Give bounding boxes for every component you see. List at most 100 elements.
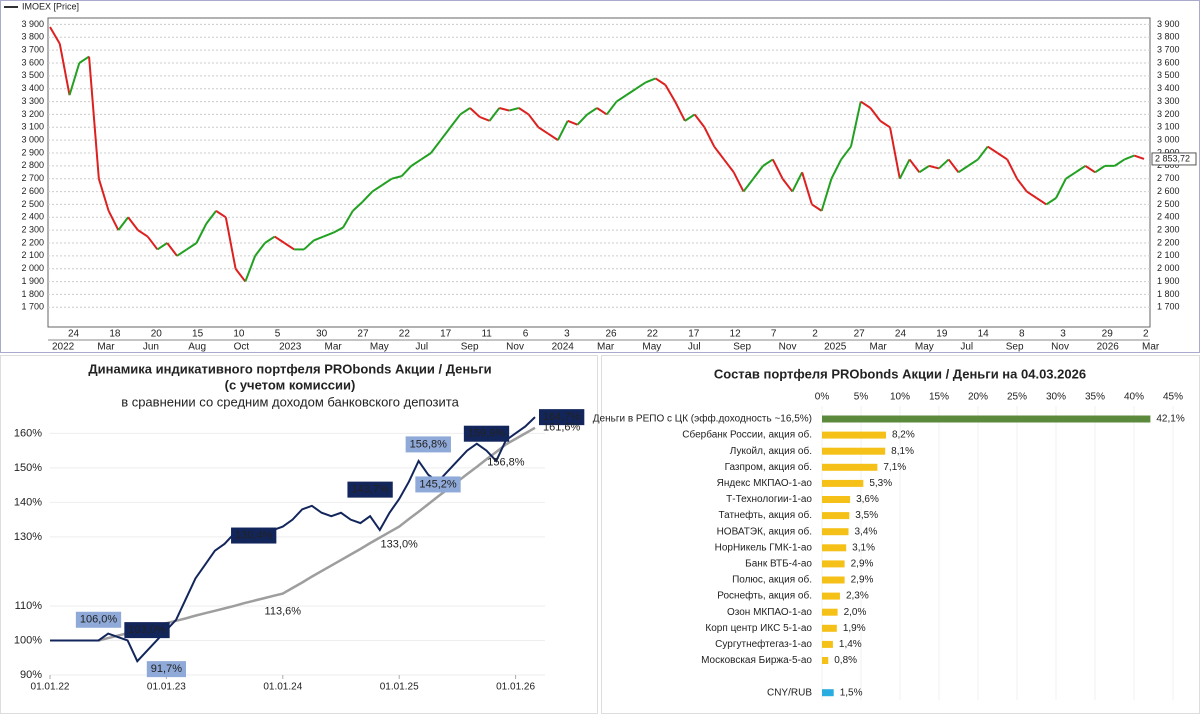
price-segment xyxy=(488,107,501,122)
annotation-label: 156,8% xyxy=(487,456,525,468)
category-label: Лукойл, акция об. xyxy=(730,445,812,457)
price-segment xyxy=(1045,197,1057,206)
category-label: Сургутнефтегаз-1-ао xyxy=(715,638,812,650)
price-segment xyxy=(127,216,139,231)
annotation-label: 133,0% xyxy=(381,538,419,550)
x-day-label: 27 xyxy=(357,329,369,340)
x-day-label: 18 xyxy=(109,329,121,340)
price-segment xyxy=(283,242,295,251)
price-segment xyxy=(254,242,266,257)
value-label: 3,4% xyxy=(855,526,878,537)
bar xyxy=(822,576,845,584)
x-tick-label: 25% xyxy=(1007,392,1027,403)
x-month-label: Jul xyxy=(960,342,973,353)
x-day-label: 24 xyxy=(68,329,80,340)
x-day-label: 10 xyxy=(233,329,245,340)
price-segment xyxy=(186,242,198,251)
y-tick-label: 3 600 xyxy=(21,57,44,67)
bar xyxy=(822,657,829,664)
y-tick-label: 2 800 xyxy=(21,160,44,170)
price-segment xyxy=(830,158,843,180)
chart-subtitle: в сравнении со средним доходом банковско… xyxy=(121,394,459,409)
y-tick-label: 3 300 xyxy=(21,96,44,106)
x-tick-label: 20% xyxy=(968,392,988,403)
x-day-label: 3 xyxy=(1060,329,1066,340)
y2-tick-label: 2 900 xyxy=(1157,147,1180,157)
value-label: 8,1% xyxy=(891,446,914,457)
y2-tick-label: 3 800 xyxy=(1157,32,1180,42)
price-segment xyxy=(49,26,61,45)
value-label: 7,1% xyxy=(883,462,906,473)
x-day-label: 5 xyxy=(275,329,281,340)
x-tick-label: 30% xyxy=(1046,392,1066,403)
price-segment xyxy=(449,113,462,128)
price-segment xyxy=(1124,154,1135,161)
x-tick-label: 01.01.26 xyxy=(496,682,535,693)
x-month-label: May xyxy=(915,342,934,353)
bar xyxy=(822,415,1151,423)
x-day-label: 17 xyxy=(440,329,452,340)
value-label: 3,5% xyxy=(855,510,878,521)
y-tick-label: 110% xyxy=(15,600,43,612)
price-segment xyxy=(918,165,930,174)
price-segment xyxy=(381,177,393,186)
annotation-box xyxy=(415,476,461,493)
x-month-label: Aug xyxy=(188,342,206,353)
bar xyxy=(822,592,840,600)
price-segment xyxy=(703,126,716,148)
price-segment xyxy=(625,87,637,96)
price-segment xyxy=(655,77,666,86)
price-segment xyxy=(361,190,374,203)
price-segment xyxy=(527,113,540,128)
price-segment xyxy=(58,43,71,96)
x-day-label: 12 xyxy=(730,329,742,340)
price-segment xyxy=(752,165,764,180)
x-month-label: Nov xyxy=(779,342,797,353)
price-segment xyxy=(1006,158,1018,180)
price-segment xyxy=(898,158,911,180)
price-segment xyxy=(586,107,598,116)
y-tick-label: 3 700 xyxy=(21,45,44,55)
price-segment xyxy=(547,132,559,141)
y2-tick-label: 3 100 xyxy=(1157,122,1180,132)
value-label: 0,8% xyxy=(834,655,857,666)
price-segment xyxy=(938,158,950,170)
price-panel xyxy=(0,0,1200,353)
price-segment xyxy=(146,235,159,251)
price-segment xyxy=(156,242,168,251)
x-day-label: 26 xyxy=(606,329,618,340)
bar xyxy=(822,560,845,568)
annotation-box xyxy=(231,527,277,544)
price-segment xyxy=(889,127,901,179)
y2-tick-label: 2 600 xyxy=(1157,186,1180,196)
bar xyxy=(822,544,847,552)
chart-title: Состав портфеля PRObonds Акции / Деньги … xyxy=(714,366,1086,381)
bar xyxy=(822,624,837,632)
x-day-label: 11 xyxy=(481,329,492,340)
price-segment xyxy=(977,145,989,161)
annotation-label: 91,7% xyxy=(151,663,182,675)
price-segment xyxy=(313,235,324,242)
price-segment xyxy=(947,158,960,173)
price-segment xyxy=(176,248,188,257)
bar xyxy=(822,608,838,616)
x-day-label: 20 xyxy=(151,329,163,340)
annotation-label: 130,4% xyxy=(235,529,273,541)
y2-tick-label: 3 400 xyxy=(1157,83,1180,93)
y-tick-label: 150% xyxy=(14,462,42,474)
x-day-label: 15 xyxy=(192,329,204,340)
annotation-box xyxy=(347,481,393,498)
price-segment xyxy=(410,158,422,167)
chart-title: Динамика индикативного портфеля PRObonds… xyxy=(88,361,491,376)
x-tick-label: 15% xyxy=(929,392,949,403)
category-label: Московская Биржа-5-ао xyxy=(701,655,812,666)
annotation-label: 143,7% xyxy=(351,484,389,496)
price-segment xyxy=(499,107,510,112)
price-segment xyxy=(352,201,364,212)
x-month-label: Sep xyxy=(1006,342,1024,353)
x-day-label: 8 xyxy=(1019,329,1025,340)
x-day-label: 29 xyxy=(1102,329,1114,340)
x-month-label: 2025 xyxy=(824,342,847,353)
price-segment xyxy=(1094,165,1106,174)
price-segment xyxy=(967,158,979,167)
